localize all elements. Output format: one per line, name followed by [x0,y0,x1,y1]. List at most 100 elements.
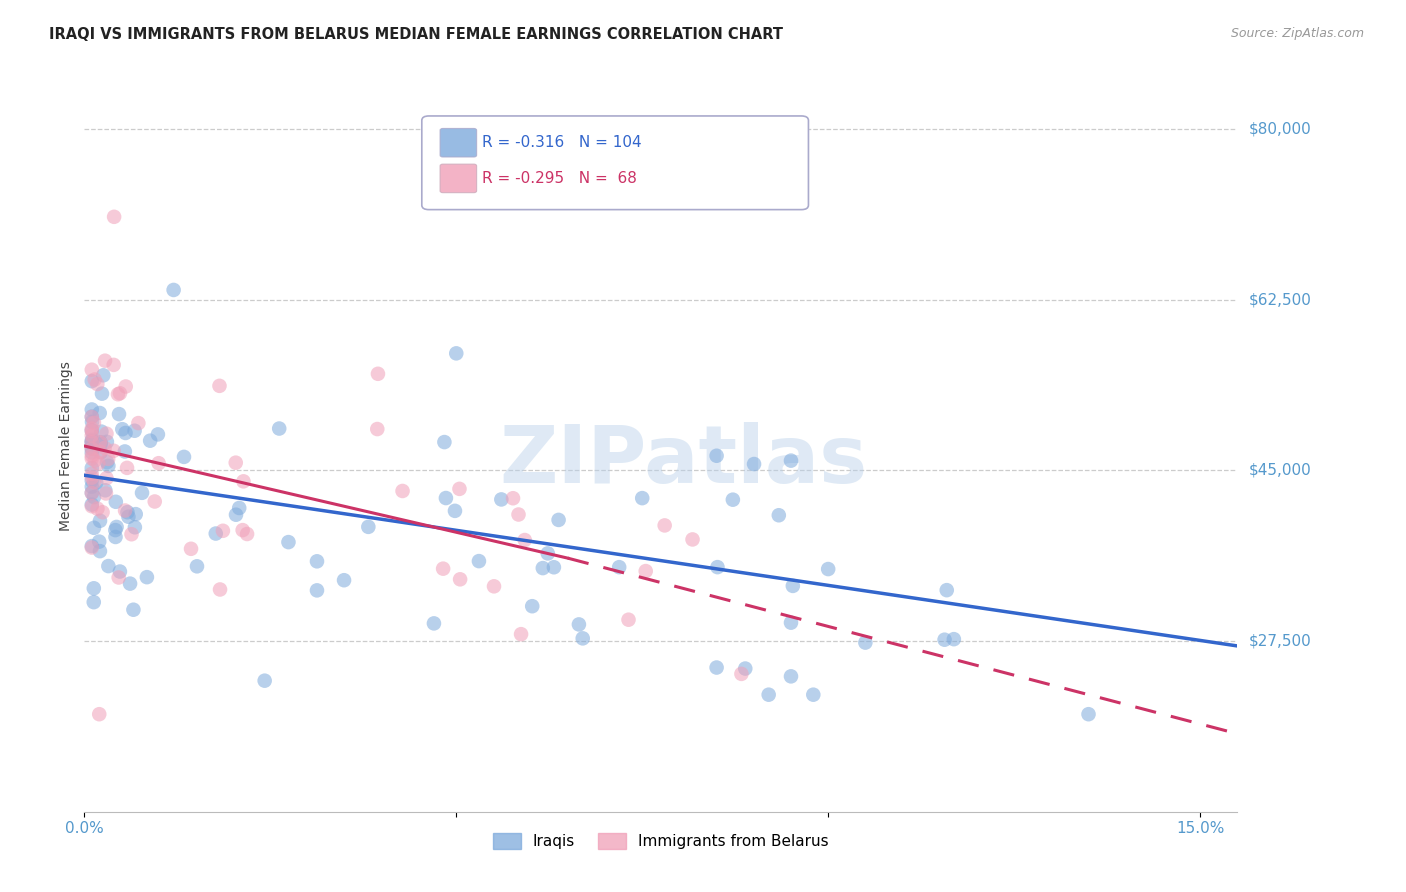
Text: $27,500: $27,500 [1249,633,1312,648]
Point [225,508,247,522]
Text: $80,000: $80,000 [1249,121,1312,136]
Point [96,426,118,441]
Point [468,554,491,568]
Point [522,599,544,614]
Point [94,486,117,500]
Point [124,520,146,534]
Point [801,688,824,702]
Point [97,559,120,574]
Point [108,565,131,579]
Point [89,534,111,549]
Point [89,514,111,528]
Point [617,613,640,627]
Point [607,560,630,574]
Point [94,483,117,498]
Point [721,492,744,507]
Point [446,346,468,360]
Point [236,527,259,541]
Point [631,491,654,505]
Point [80,451,103,466]
Point [537,546,560,560]
Point [817,562,839,576]
Y-axis label: Median Female Earnings: Median Female Earnings [59,361,73,531]
Point [366,422,388,436]
Point [482,579,505,593]
Point [89,406,111,420]
Point [103,358,125,372]
Point [89,707,111,722]
Point [357,520,380,534]
Point [83,582,105,596]
Point [780,615,803,630]
Point [80,539,103,553]
Point [80,402,103,417]
Text: $62,500: $62,500 [1249,293,1312,307]
Point [780,669,803,683]
Point [730,666,752,681]
Point [91,386,114,401]
Point [742,457,765,471]
Point [510,627,533,641]
Point [706,660,728,674]
Point [423,616,446,631]
Point [568,617,591,632]
Point [173,450,195,464]
Point [80,415,103,429]
Point [80,442,103,456]
Point [91,505,114,519]
Point [114,379,136,393]
Point [80,436,103,450]
Point [80,474,103,488]
Point [768,508,790,523]
Point [449,572,471,586]
Point [780,453,803,467]
Point [80,486,103,500]
Point [127,416,149,430]
Point [93,441,115,455]
Point [90,425,112,439]
Point [139,434,162,448]
Point [186,559,208,574]
Point [782,579,804,593]
Point [432,562,454,576]
Point [121,527,143,541]
Point [232,523,254,537]
Point [80,434,103,449]
Point [543,560,565,574]
Point [208,582,231,597]
Point [83,453,105,467]
Point [80,409,103,424]
Point [83,475,105,490]
Point [80,442,103,456]
Point [89,445,111,459]
Point [80,498,103,512]
Point [80,362,103,376]
Point [212,524,235,538]
Point [104,495,127,509]
Point [80,433,103,447]
Point [208,379,231,393]
Point [84,475,107,490]
Point [120,576,142,591]
Point [571,632,593,646]
Point [935,583,957,598]
Point [253,673,276,688]
Point [96,471,118,485]
Point [107,387,129,401]
Text: ZIPatlas: ZIPatlas [499,422,868,500]
Point [114,425,136,440]
Point [111,422,134,436]
Point [225,456,247,470]
Point [80,461,103,475]
Point [502,491,524,506]
Point [115,461,138,475]
Point [232,475,254,489]
Point [80,449,103,463]
Point [80,374,103,388]
Point [508,508,530,522]
Point [83,595,105,609]
Point [80,424,103,438]
Point [107,570,129,584]
Point [433,435,456,450]
Point [80,422,103,436]
